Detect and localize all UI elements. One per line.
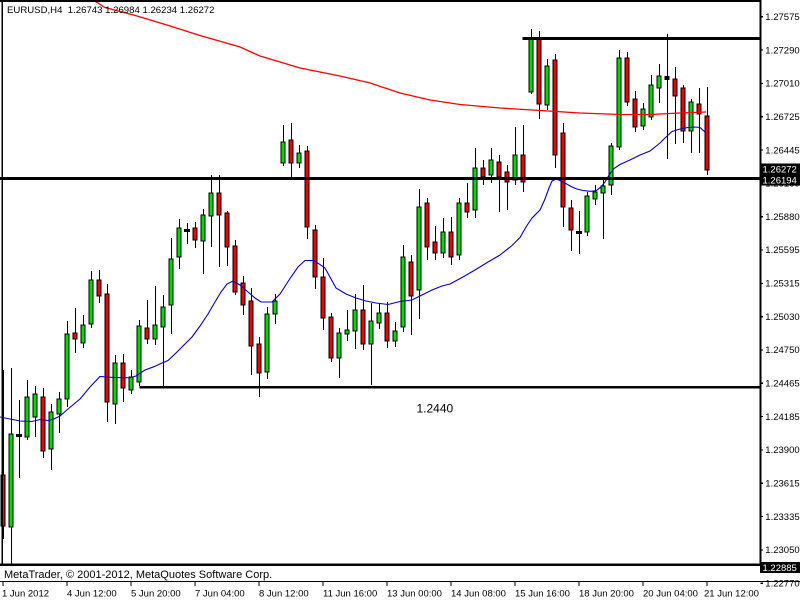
svg-text:18 Jun 20:00: 18 Jun 20:00 bbox=[579, 589, 634, 600]
svg-text:1.24750: 1.24750 bbox=[765, 345, 799, 356]
svg-text:1.26272: 1.26272 bbox=[763, 165, 797, 176]
svg-text:1.22770: 1.22770 bbox=[765, 578, 799, 589]
svg-text:EURUSD,H4 1.26743 1.26984 1.2: EURUSD,H4 1.26743 1.26984 1.26234 1.2627… bbox=[7, 5, 214, 16]
svg-text:15 Jun 16:00: 15 Jun 16:00 bbox=[515, 589, 570, 600]
svg-text:1.25030: 1.25030 bbox=[765, 312, 799, 323]
svg-text:1 Jun 2012: 1 Jun 2012 bbox=[2, 589, 49, 600]
svg-text:8 Jun 12:00: 8 Jun 12:00 bbox=[259, 589, 309, 600]
svg-text:1.24185: 1.24185 bbox=[765, 412, 799, 423]
svg-text:14 Jun 08:00: 14 Jun 08:00 bbox=[451, 589, 506, 600]
svg-text:1.26194: 1.26194 bbox=[763, 176, 797, 187]
svg-text:MetaTrader, © 2001-2012, MetaQ: MetaTrader, © 2001-2012, MetaQuotes Soft… bbox=[4, 569, 272, 581]
svg-text:1.24465: 1.24465 bbox=[765, 379, 799, 390]
svg-text:13 Jun 00:00: 13 Jun 00:00 bbox=[387, 589, 442, 600]
svg-text:5 Jun 20:00: 5 Jun 20:00 bbox=[131, 589, 181, 600]
svg-text:1.23050: 1.23050 bbox=[765, 545, 799, 556]
svg-text:1.26725: 1.26725 bbox=[765, 112, 799, 123]
svg-text:7 Jun 04:00: 7 Jun 04:00 bbox=[195, 589, 245, 600]
svg-text:1.25315: 1.25315 bbox=[765, 279, 799, 290]
svg-text:1.25880: 1.25880 bbox=[765, 212, 799, 223]
svg-text:1.22885: 1.22885 bbox=[763, 563, 797, 574]
svg-text:4 Jun 12:00: 4 Jun 12:00 bbox=[67, 589, 117, 600]
svg-text:1.23615: 1.23615 bbox=[765, 478, 799, 489]
svg-text:1.26445: 1.26445 bbox=[765, 145, 799, 156]
svg-text:1.2440: 1.2440 bbox=[417, 402, 454, 416]
svg-text:21 Jun 12:00: 21 Jun 12:00 bbox=[704, 589, 759, 600]
svg-text:1.27575: 1.27575 bbox=[765, 12, 799, 23]
svg-text:1.23335: 1.23335 bbox=[765, 512, 799, 523]
svg-text:1.27010: 1.27010 bbox=[765, 79, 799, 90]
svg-text:1.27290: 1.27290 bbox=[765, 45, 799, 56]
svg-text:1.25595: 1.25595 bbox=[765, 245, 799, 256]
svg-text:1.23900: 1.23900 bbox=[765, 445, 799, 456]
svg-text:11 Jun 16:00: 11 Jun 16:00 bbox=[323, 589, 377, 600]
svg-text:20 Jun 04:00: 20 Jun 04:00 bbox=[643, 589, 698, 600]
